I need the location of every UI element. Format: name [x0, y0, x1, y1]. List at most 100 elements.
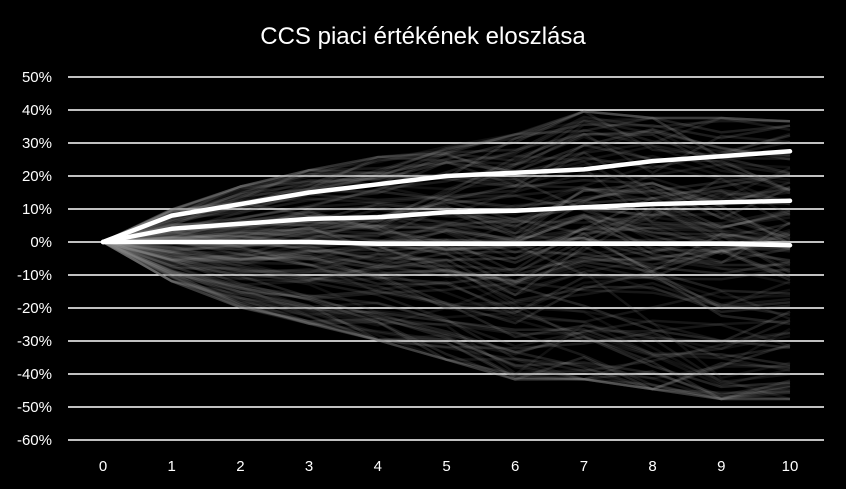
simulation-path [102, 223, 791, 285]
simulation-path [102, 213, 791, 267]
simulation-path [102, 189, 791, 244]
y-tick-label: -30% [17, 333, 52, 350]
x-tick-label: 1 [168, 458, 176, 475]
simulation-path [102, 187, 791, 267]
simulation-path [102, 240, 790, 401]
simulation-path [102, 152, 791, 244]
simulation-path [102, 128, 791, 244]
simulation-path [102, 160, 791, 244]
simulation-paths [102, 110, 791, 401]
simulation-path [102, 226, 791, 310]
simulation-path [102, 240, 791, 389]
x-tick-label: 7 [580, 458, 588, 475]
simulation-path [102, 233, 791, 282]
chart-title: CCS piaci értékének eloszlása [260, 23, 586, 50]
simulation-path [102, 225, 791, 271]
simulation-path [102, 173, 791, 244]
simulation-path [102, 216, 791, 262]
x-tick-label: 0 [99, 458, 107, 475]
simulation-path [102, 132, 791, 244]
simulation-path [102, 240, 791, 395]
simulation-path [102, 216, 791, 265]
simulation-path [102, 181, 791, 244]
simulation-path [102, 189, 791, 264]
simulation-path [102, 240, 791, 380]
simulation-path [102, 240, 791, 301]
x-tick-label: 8 [648, 458, 656, 475]
simulation-path [102, 240, 791, 391]
simulation-path [102, 224, 791, 278]
series-line-3 [100, 239, 793, 248]
simulation-path [102, 240, 791, 401]
simulation-path [102, 163, 791, 244]
simulation-path [102, 240, 791, 356]
simulation-path [102, 206, 791, 286]
simulation-path [102, 240, 791, 373]
simulation-path [102, 151, 791, 244]
simulation-path [102, 240, 791, 401]
simulation-path [102, 227, 791, 264]
simulation-path [102, 240, 791, 327]
simulation-path [102, 196, 791, 270]
simulation-path [102, 239, 791, 283]
simulation-path [102, 128, 791, 244]
x-tick-label: 2 [236, 458, 244, 475]
simulation-path [102, 240, 791, 285]
series-line-2 [100, 198, 793, 245]
simulation-path [102, 234, 791, 349]
simulation-path [102, 123, 791, 244]
simulation-path [102, 240, 791, 391]
simulation-path [102, 208, 791, 282]
simulation-path [102, 240, 791, 367]
simulation-path [102, 240, 791, 401]
simulation-path [102, 116, 791, 244]
simulation-path [102, 240, 791, 387]
simulation-path [102, 240, 791, 380]
simulation-path [102, 206, 791, 261]
series-lines [100, 149, 793, 248]
simulation-path [102, 134, 791, 244]
simulation-path [102, 228, 791, 274]
simulation-path [102, 240, 791, 317]
simulation-path [102, 213, 791, 267]
simulation-path [102, 240, 791, 278]
y-tick-label: 10% [22, 201, 52, 218]
y-tick-label: 0% [30, 234, 52, 251]
simulation-path [102, 239, 791, 295]
simulation-path [102, 240, 791, 325]
x-tick-label: 5 [442, 458, 450, 475]
simulation-path [102, 240, 791, 401]
simulation-path [102, 204, 791, 278]
y-tick-label: 50% [22, 69, 52, 86]
simulation-path [102, 215, 791, 253]
simulation-path [102, 240, 791, 348]
simulation-path [102, 116, 791, 244]
simulation-path [102, 240, 790, 401]
x-tick-label: 3 [305, 458, 313, 475]
simulation-path [102, 240, 791, 392]
simulation-path [102, 110, 791, 244]
simulation-path [102, 145, 791, 244]
x-tick-label: 9 [717, 458, 725, 475]
simulation-path [102, 173, 791, 256]
simulation-path [102, 240, 791, 372]
simulation-path [102, 232, 791, 302]
simulation-path [102, 119, 791, 244]
simulation-path [102, 240, 791, 384]
simulation-path [102, 240, 791, 293]
y-tick-label: -40% [17, 366, 52, 383]
y-tick-label: 40% [22, 102, 52, 119]
simulation-path [102, 110, 791, 244]
simulation-path [102, 240, 791, 344]
simulation-path [102, 240, 791, 319]
simulation-path [102, 240, 791, 400]
simulation-path [102, 240, 791, 397]
x-axis: 0 1 2 3 4 5 6 7 8 9 10 [99, 458, 799, 475]
y-tick-label: 20% [22, 168, 52, 185]
simulation-path [102, 240, 791, 381]
simulation-path [102, 240, 791, 401]
y-tick-label: -20% [17, 300, 52, 317]
simulation-path [102, 240, 791, 309]
y-tick-label: -50% [17, 399, 52, 416]
